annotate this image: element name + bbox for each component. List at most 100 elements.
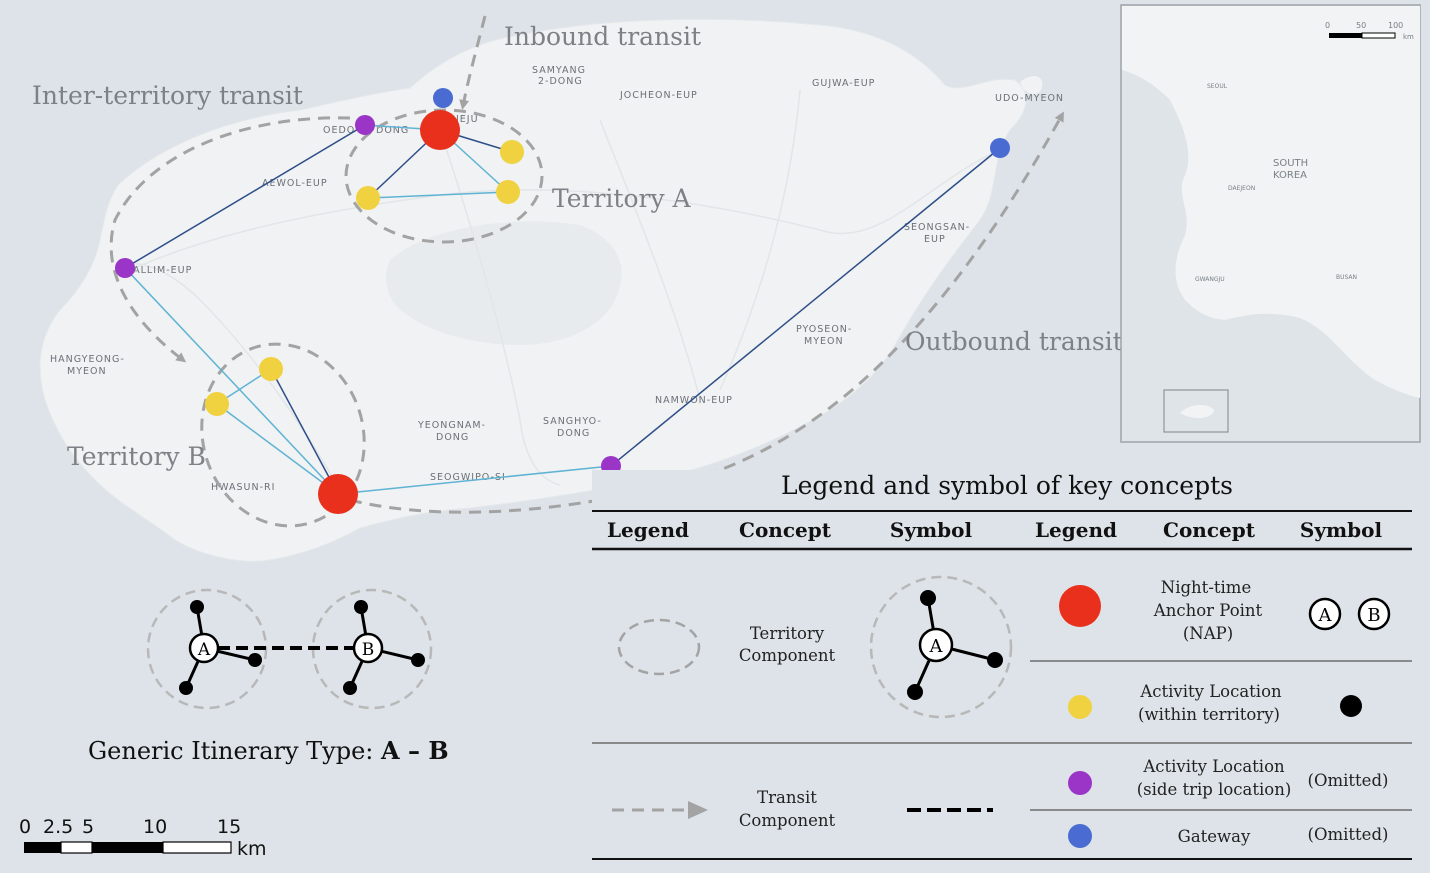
nap-concept: (NAP) (1183, 624, 1233, 643)
inset-label: KOREA (1273, 170, 1307, 181)
udo-islet (1020, 76, 1043, 95)
inset-label: SOUTH (1273, 158, 1308, 169)
nap-symbol-b-label: B (1367, 605, 1380, 626)
side-trip-symbol: (Omitted) (1308, 771, 1389, 790)
link (124, 124, 366, 269)
scale-bar: 0 2.5 5 10 15 km (19, 816, 267, 860)
scale-tick: 10 (143, 816, 167, 838)
side-trip-concept: Activity Location (1142, 757, 1285, 776)
place-label: PYOSEON- (796, 324, 852, 335)
activity-node (259, 357, 283, 381)
inter-territory-transit-arrow (109, 116, 351, 363)
inset-map: SEOUL SOUTH KOREA DAEJEON GWANGJU BUSAN … (1120, 4, 1421, 443)
place-label: EUP (924, 234, 946, 245)
outbound-transit-arrow (349, 111, 1064, 514)
activity-dot (411, 653, 425, 667)
inbound-transit-arrow (459, 15, 487, 110)
inset-label: DAEJEON (1228, 185, 1255, 192)
inset-scale-unit: km (1403, 33, 1414, 41)
nap-symbol-b (1357, 597, 1391, 631)
gateway-symbol: (Omitted) (1308, 825, 1389, 844)
place-labels: SAMYANG 2-DONG JOCHEON-EUP GUJWA-EUP UDO… (50, 65, 1064, 493)
place-label: NAMWON-EUP (655, 395, 733, 406)
nap-node (420, 110, 460, 150)
node-a-label: A (197, 640, 211, 660)
legend-title: Legend and symbol of key concepts (781, 471, 1233, 500)
inset-label: GWANGJU (1195, 276, 1225, 283)
inset-scale-bar: 0 50 100 km (1325, 21, 1414, 41)
activity-dot (343, 681, 357, 695)
activity-dot (354, 600, 368, 614)
territory-b-label: Territory B (67, 442, 206, 471)
place-label: MYEON (67, 366, 107, 377)
activity-node (500, 140, 524, 164)
side-trip-concept: (side trip location) (1137, 780, 1292, 799)
transit-paths (109, 15, 1064, 528)
place-label: DONG (376, 125, 409, 136)
transit-legend-arrowhead (688, 801, 708, 819)
link (124, 267, 339, 495)
gateway-concept: Gateway (1178, 827, 1251, 846)
transit-concept: Component (739, 811, 836, 830)
nap-symbol-a-label: A (1318, 605, 1333, 626)
nap-node (318, 474, 358, 514)
nap-symbol-a (1308, 597, 1342, 631)
node-a (188, 632, 220, 664)
nap-concept: Night-time (1161, 578, 1251, 597)
legend-header: Symbol (890, 518, 973, 542)
activity-concept: Activity Location (1139, 682, 1282, 701)
activity-node (356, 186, 380, 210)
inset-scale-tick: 0 (1325, 21, 1330, 30)
territory-a-ellipse (344, 108, 544, 244)
gateway-legend-dot (1068, 824, 1092, 848)
legend-header: Legend (607, 518, 689, 542)
scale-tick: 0 (19, 816, 31, 838)
territory-a-label: Territory A (552, 184, 692, 213)
inbound-transit-label: Inbound transit (504, 22, 701, 51)
gateway-node (990, 138, 1010, 158)
itinerary-caption-formula: A – B (380, 736, 449, 765)
scale-tick: 5 (82, 816, 94, 838)
link (270, 368, 339, 495)
legend-header: Concept (739, 518, 832, 542)
nap-concept: Anchor Point (1153, 601, 1263, 620)
place-label: MYEON (804, 336, 844, 347)
inset-scale-tick: 100 (1388, 21, 1403, 30)
activity-concept: (within territory) (1138, 705, 1280, 724)
scale-unit: km (237, 838, 267, 860)
side-trip-node (115, 258, 135, 278)
territory-symbol: A (869, 575, 1013, 719)
place-label: UDO-MYEON (995, 93, 1064, 104)
scale-tick: 2.5 (43, 816, 73, 838)
place-label: DONG (557, 428, 590, 439)
place-label: 2-DONG (538, 76, 583, 87)
place-label: SAMYANG (532, 65, 586, 76)
node-b-label: B (362, 640, 375, 660)
place-label: AEWOL-EUP (262, 178, 328, 189)
node-b (352, 632, 384, 664)
inset-label: SEOUL (1207, 83, 1228, 90)
side-trip-node (355, 115, 375, 135)
place-label: DONG (436, 432, 469, 443)
activity-node (496, 180, 520, 204)
link (216, 403, 339, 495)
territory-legend-ellipse (617, 618, 701, 676)
road-network (124, 89, 1001, 491)
korea-landmass (1122, 6, 1420, 398)
activity-dot (179, 681, 193, 695)
territory-symbol-label: A (929, 636, 944, 657)
side-trip-legend-dot (1068, 771, 1092, 795)
activity-symbol-dot (1340, 695, 1362, 717)
activity-legend-dot (1068, 695, 1092, 719)
link (337, 465, 612, 495)
inset-extent-box (1163, 389, 1229, 433)
place-label: SEONGSAN- (904, 222, 970, 233)
place-label: JOCHEON-EUP (619, 90, 698, 101)
place-label: HALLIM-EUP (125, 265, 192, 276)
generic-itinerary-diagram: A B Generic Itinerary Type: A – B (88, 588, 449, 765)
place-label: JEJU (455, 114, 479, 125)
place-label: GUJWA-EUP (812, 78, 875, 89)
place-label: HWASUN-RI (211, 482, 275, 493)
inset-label: BUSAN (1336, 274, 1357, 281)
